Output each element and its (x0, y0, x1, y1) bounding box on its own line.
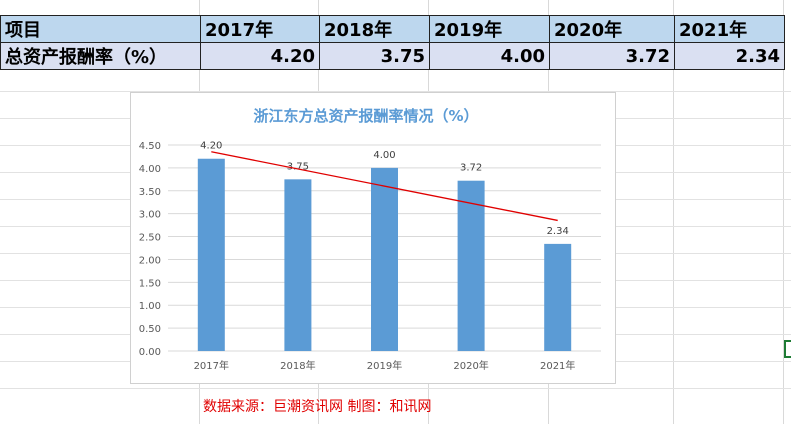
bar (457, 180, 485, 351)
value-cell[interactable]: 2.34 (674, 42, 785, 70)
x-tick-label: 2017年 (194, 359, 229, 372)
bar-chart: 浙江东方总资产报酬率情况（%） 0.00 0.50 1.00 1.50 2.00 2.50 3… (139, 107, 601, 372)
header-cell[interactable]: 2017年 (200, 15, 320, 43)
chart-title: 浙江东方总资产报酬率情况（%） (253, 107, 478, 125)
y-tick-label: 1.50 (139, 278, 161, 289)
y-tick-label: 1.00 (139, 301, 161, 312)
data-table: 项目 2017年 2018年 2019年 2020年 2021年 总资产报酬率（… (0, 15, 785, 70)
data-label: 4.20 (200, 141, 222, 152)
y-tick-label: 2.50 (139, 233, 161, 244)
x-tick-label: 2019年 (367, 359, 402, 372)
table-header-row: 项目 2017年 2018年 2019年 2020年 2021年 (0, 15, 785, 43)
y-tick-label: 2.00 (139, 255, 161, 266)
y-tick-label: 4.50 (139, 141, 161, 152)
value-cell[interactable]: 3.75 (319, 42, 430, 70)
header-cell[interactable]: 2018年 (319, 15, 430, 43)
data-label: 2.34 (547, 226, 569, 237)
row-label-cell[interactable]: 总资产报酬率（%） (0, 42, 201, 70)
y-tick-label: 4.00 (139, 164, 161, 175)
bar (371, 167, 398, 351)
y-tick-label: 0.50 (139, 324, 161, 335)
bar (284, 179, 312, 351)
y-tick-label: 3.00 (139, 210, 161, 221)
source-note: 数据来源：巨潮资讯网 制图：和讯网 (203, 399, 432, 415)
value-cell[interactable]: 3.72 (549, 42, 675, 70)
data-label: 3.75 (287, 161, 309, 172)
x-tick-label: 2021年 (540, 359, 575, 372)
x-tick-label: 2020年 (453, 359, 488, 372)
value-cell[interactable]: 4.20 (200, 42, 320, 70)
bar (197, 158, 225, 351)
header-cell[interactable]: 项目 (0, 15, 201, 43)
x-tick-label: 2018年 (280, 359, 315, 372)
chart-container[interactable]: 浙江东方总资产报酬率情况（%） 0.00 0.50 1.00 1.50 2.00 2.50 3… (130, 92, 616, 384)
data-label: 4.00 (373, 150, 395, 161)
header-cell[interactable]: 2019年 (429, 15, 550, 43)
table-row: 总资产报酬率（%） 4.20 3.75 4.00 3.72 2.34 (0, 42, 785, 70)
header-cell[interactable]: 2021年 (674, 15, 785, 43)
header-cell[interactable]: 2020年 (549, 15, 675, 43)
trendline (211, 151, 558, 222)
value-cell[interactable]: 4.00 (429, 42, 550, 70)
y-tick-label: 3.50 (139, 187, 161, 198)
data-label: 3.72 (460, 163, 482, 174)
bar (544, 243, 572, 351)
y-tick-label: 0.00 (139, 347, 161, 358)
cell-cursor (784, 340, 791, 358)
